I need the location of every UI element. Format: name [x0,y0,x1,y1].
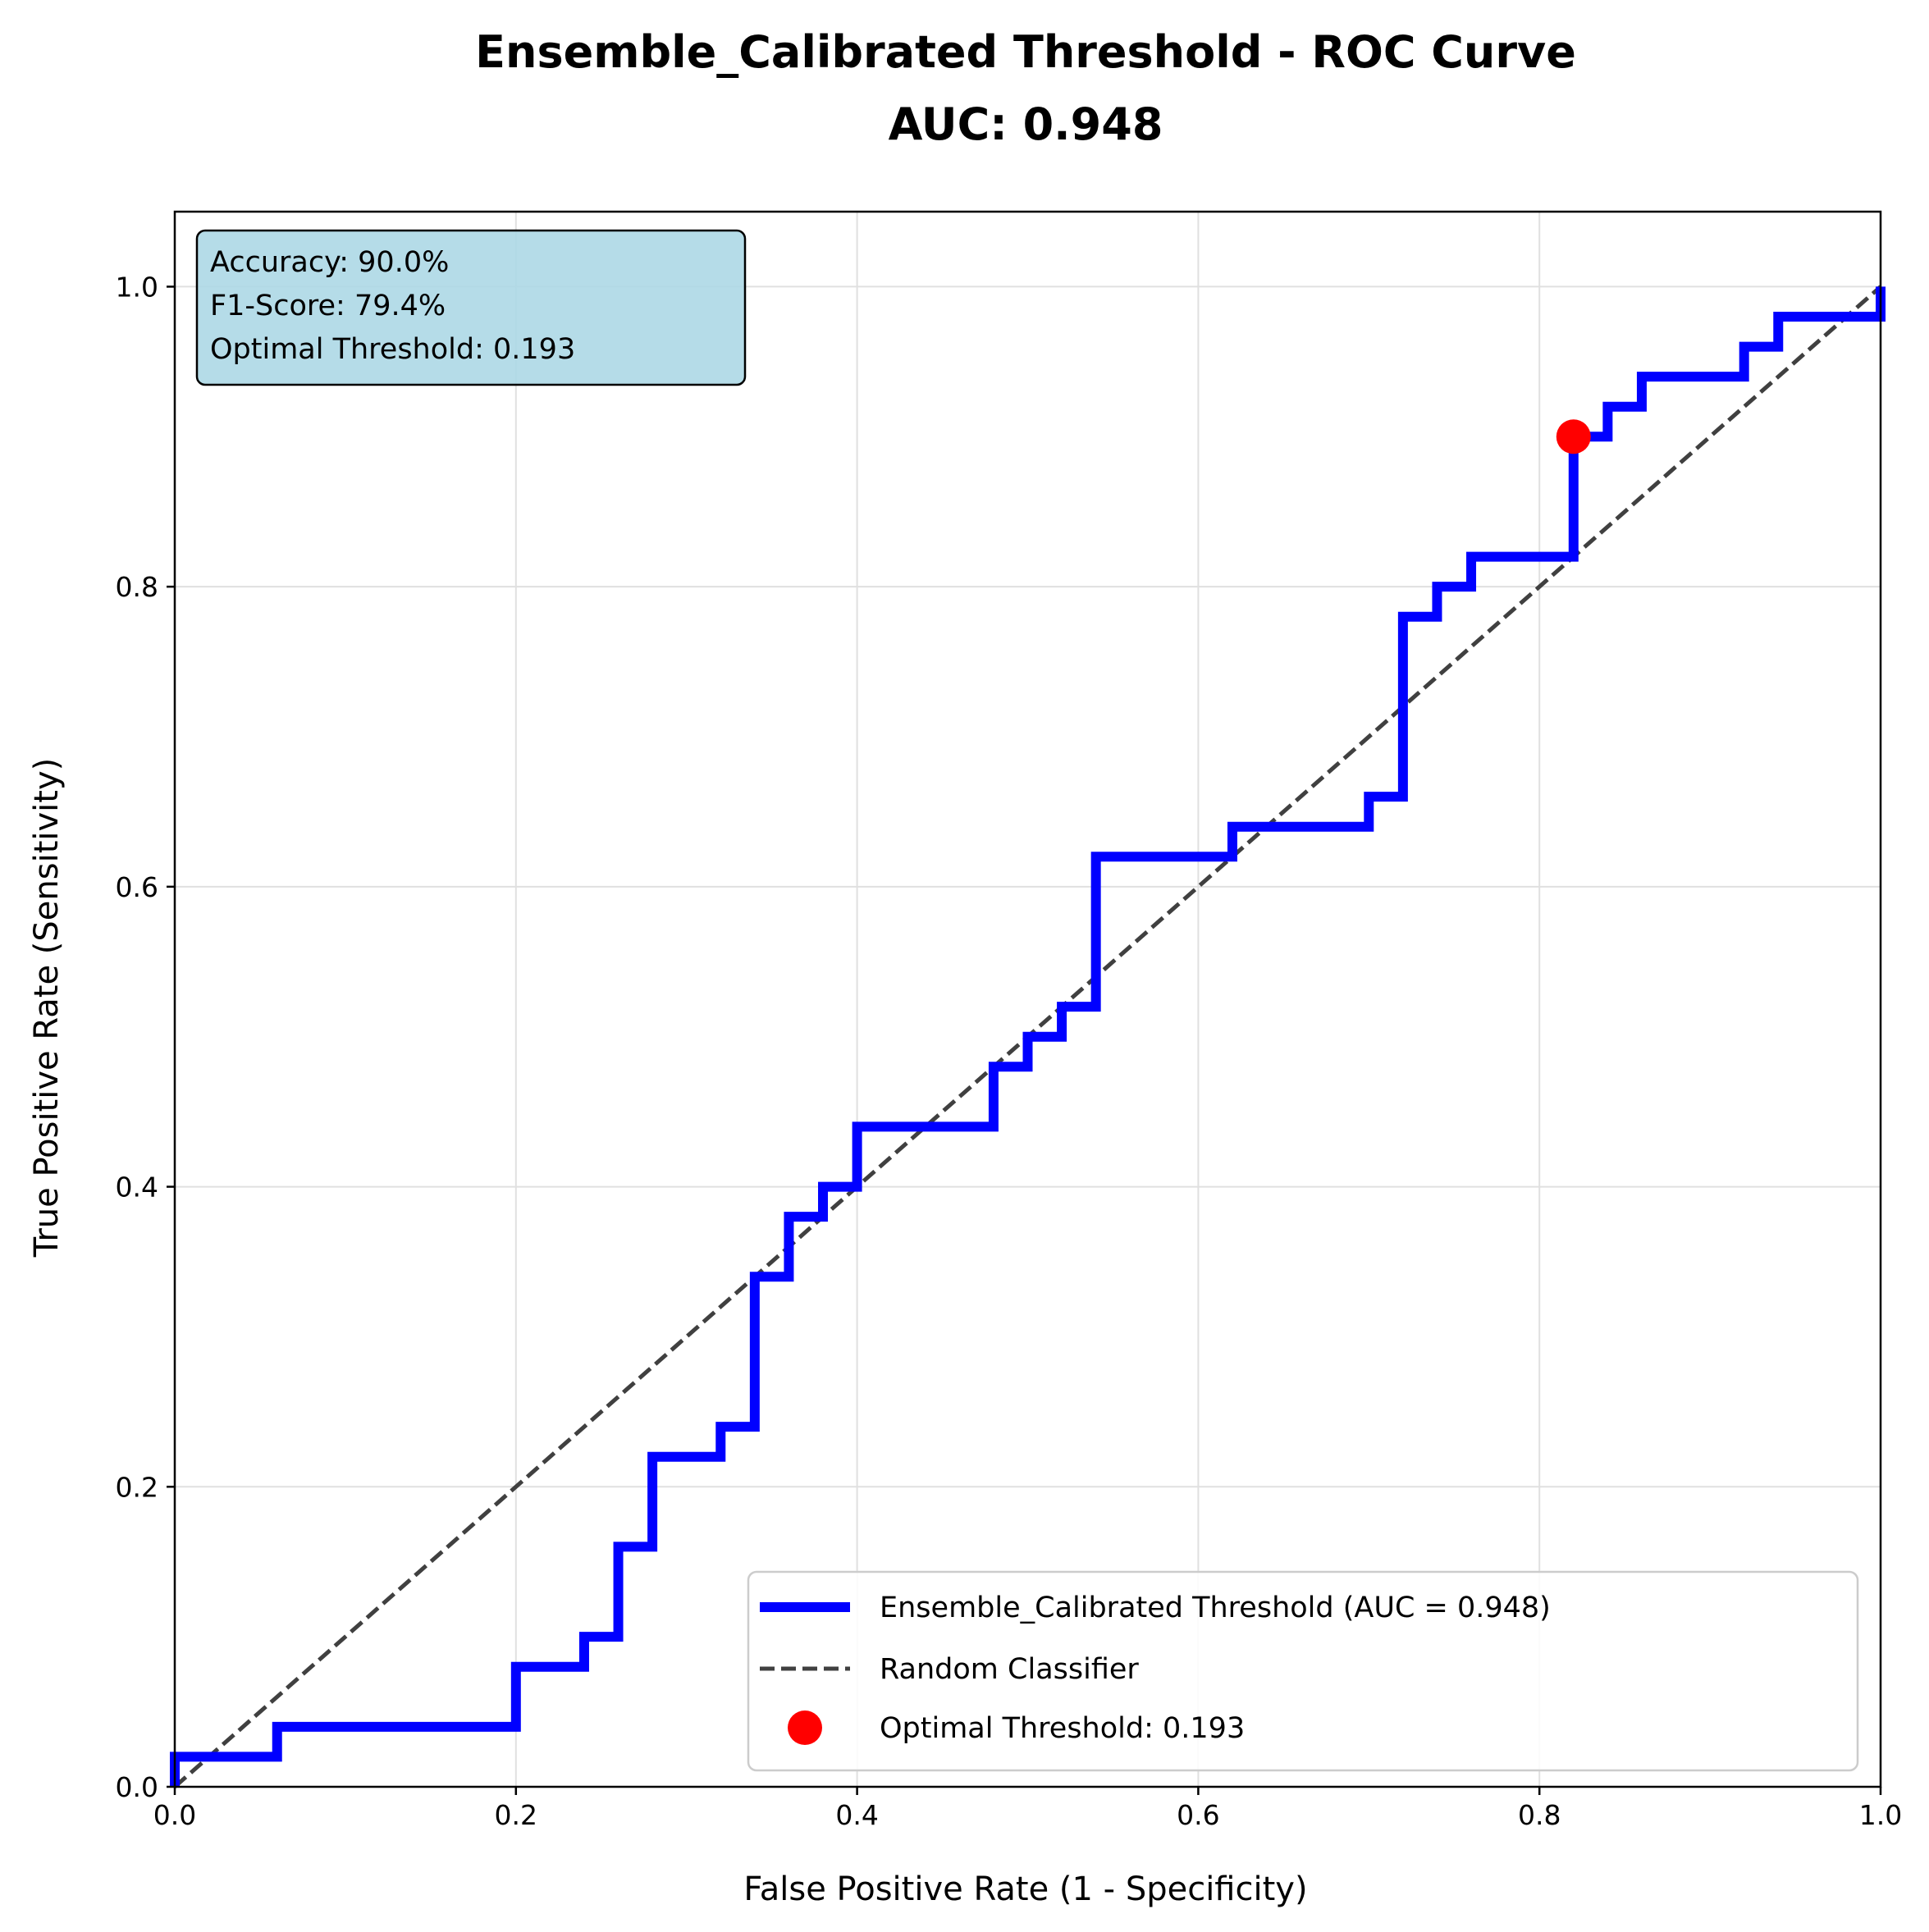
x-tick-label: 0.8 [1518,1799,1561,1831]
stats-box-background [195,229,747,386]
stats-optimal-threshold: Optimal Threshold: 0.193 [210,333,575,366]
plot-area [170,285,1886,1788]
y-tick-label: 1.0 [116,271,158,303]
legend-frame [747,1570,1859,1772]
legend-swatch-optimal [788,1710,822,1745]
chart-title: Ensemble_Calibrated Threshold - ROC Curv… [475,26,1576,78]
stats-box: Accuracy: 90.0% F1-Score: 79.4% Optimal … [195,229,747,386]
axis-ticks: 0.0 0.2 0.4 0.6 0.8 1.0 0.0 0.2 0.4 0.6 0.8 1.0 [116,271,1903,1831]
stats-f1-score: F1-Score: 79.4% [210,290,446,322]
x-tick-label: 0.0 [153,1799,196,1831]
y-tick-label: 0.0 [116,1771,158,1803]
roc-curve-line [170,286,1886,1787]
x-tick-label: 0.4 [835,1799,878,1831]
chart-subtitle: AUC: 0.948 [889,98,1163,150]
legend: Ensemble_Calibrated Threshold (AUC = 0.9… [747,1570,1859,1772]
legend-label-optimal: Optimal Threshold: 0.193 [880,1712,1245,1745]
x-axis-label: False Positive Rate (1 - Specificity) [743,1870,1307,1908]
x-tick-label: 0.6 [1177,1799,1219,1831]
optimal-threshold-point [1556,419,1591,454]
x-tick-label: 1.0 [1859,1799,1902,1831]
stats-accuracy: Accuracy: 90.0% [210,246,449,279]
grid [174,212,1881,1788]
y-tick-label: 0.8 [116,571,158,603]
y-axis-label: True Positive Rate (Sensitivity) [28,758,66,1258]
legend-label-random: Random Classifier [880,1653,1139,1686]
y-tick-label: 0.6 [116,871,158,903]
legend-label-roc: Ensemble_Calibrated Threshold (AUC = 0.9… [880,1592,1551,1624]
y-tick-label: 0.2 [116,1471,158,1503]
y-tick-label: 0.4 [116,1172,158,1204]
x-tick-label: 0.2 [495,1799,537,1831]
plot-frame [173,210,1882,1788]
